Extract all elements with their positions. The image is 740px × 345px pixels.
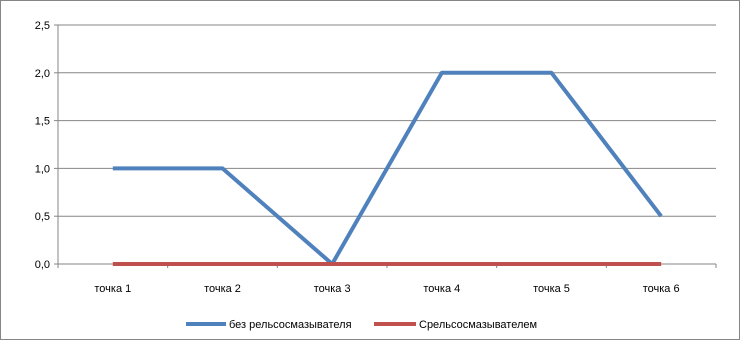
x-tick-label: точка 6 (643, 283, 680, 295)
y-tick-label: 2,5 (35, 20, 50, 32)
legend-label-series-1: без рельсосмазывателя (229, 319, 352, 331)
y-tick-label: 2,0 (35, 68, 50, 80)
x-tick-label: точка 3 (314, 283, 351, 295)
x-tick-label: точка 4 (423, 283, 460, 295)
y-tick-label: 0,0 (35, 259, 50, 271)
y-tick-label: 1,5 (35, 116, 50, 128)
x-tick-label: точка 2 (204, 283, 241, 295)
y-tick-label: 1,0 (35, 163, 50, 175)
legend-label-series-2: Срельсосмазывателем (419, 319, 537, 331)
y-tick-label: 0,5 (35, 211, 50, 223)
x-tick-label: точка 1 (94, 283, 131, 295)
x-tick-label: точка 5 (533, 283, 570, 295)
